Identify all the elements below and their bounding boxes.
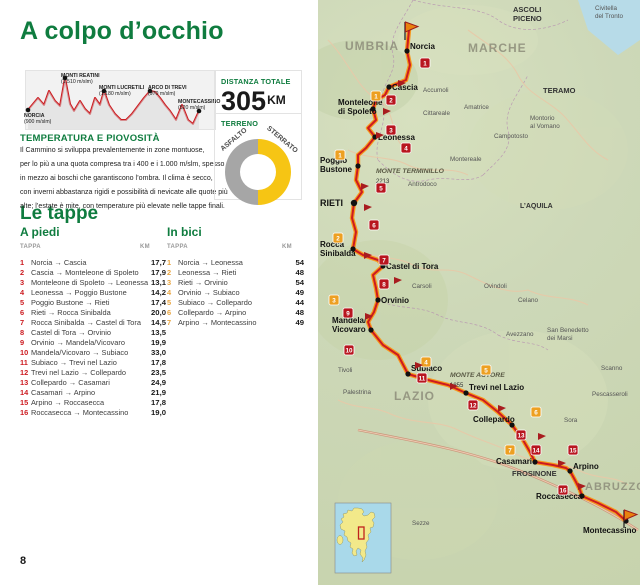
svg-text:Montereale: Montereale [450, 156, 482, 163]
svg-text:5: 5 [379, 186, 383, 193]
svg-text:7: 7 [508, 448, 512, 455]
svg-text:3: 3 [389, 128, 393, 135]
svg-text:Sora: Sora [564, 417, 578, 424]
svg-text:Orvinio: Orvinio [381, 296, 409, 305]
svg-text:Cittareale: Cittareale [423, 110, 450, 117]
svg-text:Norcia: Norcia [410, 42, 435, 51]
svg-text:2: 2 [336, 236, 340, 243]
svg-text:11: 11 [419, 376, 426, 383]
svg-text:1: 1 [338, 153, 342, 160]
svg-text:15: 15 [569, 448, 577, 455]
svg-text:al Vomano: al Vomano [530, 123, 560, 130]
svg-text:2: 2 [389, 98, 393, 105]
svg-text:Leonessa: Leonessa [378, 133, 415, 142]
svg-text:MONTE TERMINILLO: MONTE TERMINILLO [376, 168, 445, 175]
svg-text:9: 9 [346, 311, 350, 318]
svg-text:Arpino: Arpino [573, 462, 599, 471]
svg-text:Ovindoli: Ovindoli [484, 283, 507, 290]
svg-text:Bustone: Bustone [320, 165, 353, 174]
svg-text:TERAMO: TERAMO [543, 86, 576, 95]
svg-text:3: 3 [332, 298, 336, 305]
svg-text:Carsoli: Carsoli [412, 283, 432, 290]
svg-text:PICENO: PICENO [513, 14, 542, 23]
svg-text:di Spoleto: di Spoleto [338, 107, 377, 116]
svg-text:Castel di Tora: Castel di Tora [386, 262, 439, 271]
svg-text:1: 1 [423, 61, 427, 68]
svg-text:Amatrice: Amatrice [464, 104, 489, 111]
svg-text:Cascia: Cascia [392, 83, 418, 92]
svg-text:Scanno: Scanno [601, 365, 623, 372]
svg-text:dei Marsi: dei Marsi [547, 335, 573, 342]
svg-text:Palestrina: Palestrina [343, 389, 371, 396]
svg-text:LAZIO: LAZIO [394, 389, 435, 403]
svg-text:1: 1 [374, 94, 378, 101]
svg-text:Montecassino: Montecassino [583, 526, 636, 535]
svg-text:Antrodoco: Antrodoco [408, 181, 437, 188]
svg-text:MONTE AUTORE: MONTE AUTORE [450, 372, 505, 379]
svg-text:ASCOLI: ASCOLI [513, 5, 541, 14]
svg-text:5: 5 [484, 368, 488, 375]
svg-text:12: 12 [469, 403, 477, 410]
svg-text:UMBRIA: UMBRIA [345, 39, 399, 53]
svg-text:4: 4 [404, 146, 408, 153]
svg-text:10: 10 [345, 348, 353, 355]
svg-text:Vicovaro: Vicovaro [332, 325, 366, 334]
svg-text:4: 4 [424, 360, 428, 367]
svg-text:Avezzano: Avezzano [506, 331, 534, 338]
svg-text:Sezze: Sezze [412, 520, 430, 527]
svg-text:14: 14 [532, 448, 540, 455]
svg-text:RIETI: RIETI [320, 198, 343, 208]
svg-text:Celano: Celano [518, 297, 538, 304]
svg-text:6: 6 [534, 410, 538, 417]
svg-text:13: 13 [517, 433, 525, 440]
svg-text:Pescasseroli: Pescasseroli [592, 391, 628, 398]
svg-text:L’AQUILA: L’AQUILA [520, 203, 553, 210]
svg-text:Casamari: Casamari [496, 457, 532, 466]
svg-text:del Tronto: del Tronto [595, 13, 624, 20]
svg-text:MARCHE: MARCHE [468, 41, 527, 55]
svg-text:Sinibalda: Sinibalda [320, 249, 356, 258]
svg-text:ABRUZZO: ABRUZZO [585, 481, 640, 493]
svg-text:7: 7 [382, 258, 386, 265]
svg-text:16: 16 [559, 488, 567, 495]
svg-text:Campotosto: Campotosto [494, 133, 528, 140]
svg-text:Montorio: Montorio [530, 115, 555, 122]
svg-text:8: 8 [382, 282, 386, 289]
svg-text:Trevi nel Lazio: Trevi nel Lazio [469, 383, 524, 392]
svg-text:Accumoli: Accumoli [423, 87, 449, 94]
svg-text:San Benedetto: San Benedetto [547, 327, 589, 334]
svg-text:Tivoli: Tivoli [338, 367, 352, 374]
svg-text:6: 6 [372, 223, 376, 230]
svg-text:Collepardo: Collepardo [473, 415, 515, 424]
svg-text:FROSINONE: FROSINONE [512, 469, 557, 478]
svg-text:Civitella: Civitella [595, 5, 618, 12]
